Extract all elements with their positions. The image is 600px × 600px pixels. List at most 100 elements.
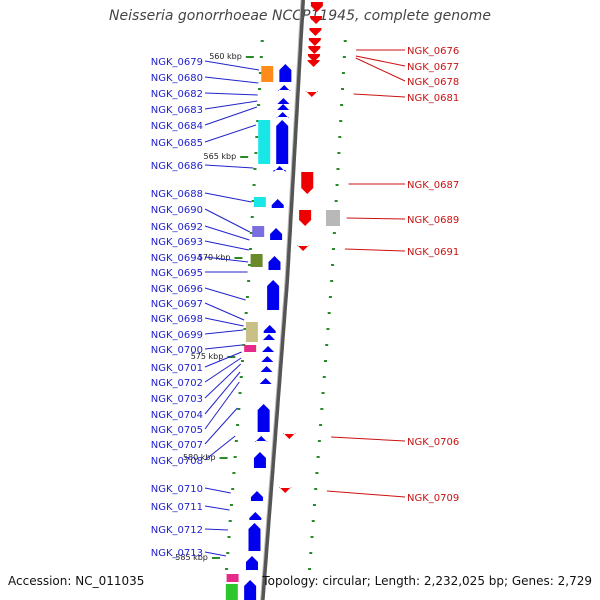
gene-label-left: NGK_0711 (151, 502, 203, 513)
minus-strand-gene (261, 356, 274, 362)
scale-tick (240, 156, 249, 158)
minus-strand-gene (250, 491, 263, 501)
leader-line (204, 60, 260, 71)
gene-label-left: NGK_0693 (151, 237, 203, 248)
leader-line (204, 329, 244, 335)
tick-mark (314, 488, 318, 490)
gene-label-right: NGK_0706 (407, 437, 459, 448)
minus-strand-gene (255, 436, 268, 442)
feature-block (244, 345, 257, 352)
tick-mark (321, 392, 325, 394)
minus-strand-gene (244, 580, 257, 600)
gene-label-right: NGK_0678 (407, 77, 459, 88)
leader-line (204, 407, 238, 445)
tick-mark (334, 200, 338, 202)
gene-label-right: NGK_0709 (407, 493, 459, 504)
tick-mark (234, 440, 238, 442)
leader-line (204, 302, 245, 321)
tick-mark (258, 72, 262, 74)
feature-block (226, 574, 239, 582)
tick-mark (331, 264, 335, 266)
feature-block (258, 120, 271, 164)
tick-mark (335, 184, 339, 186)
tick-mark (342, 56, 346, 58)
tick-mark (312, 504, 316, 506)
tick-mark (322, 376, 326, 378)
leader-line (204, 381, 240, 430)
plus-strand-gene (307, 54, 320, 62)
minus-strand-gene (268, 256, 281, 270)
tick-mark (238, 392, 242, 394)
gene-label-left: NGK_0708 (151, 456, 203, 467)
leader-line (204, 357, 242, 383)
gene-label-left: NGK_0692 (151, 222, 203, 233)
tick-mark (260, 40, 264, 42)
scale-label: 585 kbp (175, 553, 208, 562)
tick-mark (257, 104, 261, 106)
feature-block (225, 584, 238, 600)
tick-mark (237, 408, 241, 410)
tick-mark (327, 312, 331, 314)
gene-label-left: NGK_0697 (151, 299, 203, 310)
minus-strand-gene (267, 280, 280, 310)
scale-label: 570 kbp (198, 253, 231, 262)
leader-line (204, 487, 231, 494)
gene-label-right: NGK_0677 (407, 62, 459, 73)
tick-mark (233, 456, 237, 458)
gene-label-right: NGK_0689 (407, 215, 459, 226)
minus-strand-gene (276, 112, 289, 118)
gene-label-left: NGK_0713 (151, 548, 203, 559)
scale-tick (234, 257, 243, 259)
tick-mark (253, 168, 257, 170)
gene-label-right: NGK_0691 (407, 247, 459, 258)
leader-line (204, 225, 250, 241)
gene-label-left: NGK_0698 (151, 314, 203, 325)
leader-line (204, 505, 230, 511)
leader-line (204, 240, 249, 251)
gene-label-left: NGK_0702 (151, 378, 203, 389)
minus-strand-gene (248, 523, 261, 551)
minus-strand-gene (277, 98, 290, 104)
scale-label: 560 kbp (209, 52, 242, 61)
plus-strand-gene (310, 16, 323, 24)
leader-line (204, 344, 243, 350)
leader-line (204, 106, 258, 126)
scale-label: 565 kbp (204, 152, 237, 161)
feature-block (253, 197, 266, 207)
tick-mark (320, 408, 324, 410)
plus-strand-gene (279, 487, 292, 493)
gene-label-left: NGK_0701 (151, 363, 203, 374)
tick-mark (336, 168, 340, 170)
plus-strand-gene (309, 28, 322, 36)
tick-mark (258, 88, 262, 90)
leader-line (204, 528, 228, 531)
tick-mark (251, 200, 255, 202)
leader-line (204, 208, 251, 233)
tick-mark (326, 328, 330, 330)
leader-line (204, 124, 257, 143)
leader-line (204, 100, 258, 110)
tick-mark (315, 472, 319, 474)
minus-strand-gene (277, 104, 290, 110)
genome-axis (260, 0, 305, 600)
tick-mark (236, 424, 240, 426)
plus-strand-gene (301, 172, 314, 194)
tick-mark (256, 120, 260, 122)
feature-block (245, 322, 258, 342)
leader-line (326, 490, 406, 498)
gene-label-left: NGK_0694 (151, 253, 203, 264)
tick-mark (244, 312, 248, 314)
minus-strand-gene (262, 334, 275, 340)
leader-line (355, 55, 406, 67)
leader-line (204, 287, 246, 301)
tick-mark (229, 504, 233, 506)
leader-line (204, 351, 242, 368)
tick-mark (239, 376, 243, 378)
tick-mark (232, 472, 236, 474)
plus-strand-gene (308, 46, 321, 54)
tick-mark (316, 456, 320, 458)
minus-strand-gene (278, 85, 291, 91)
scale-tick (211, 557, 220, 559)
leader-line (204, 92, 258, 96)
tick-mark (226, 552, 230, 554)
